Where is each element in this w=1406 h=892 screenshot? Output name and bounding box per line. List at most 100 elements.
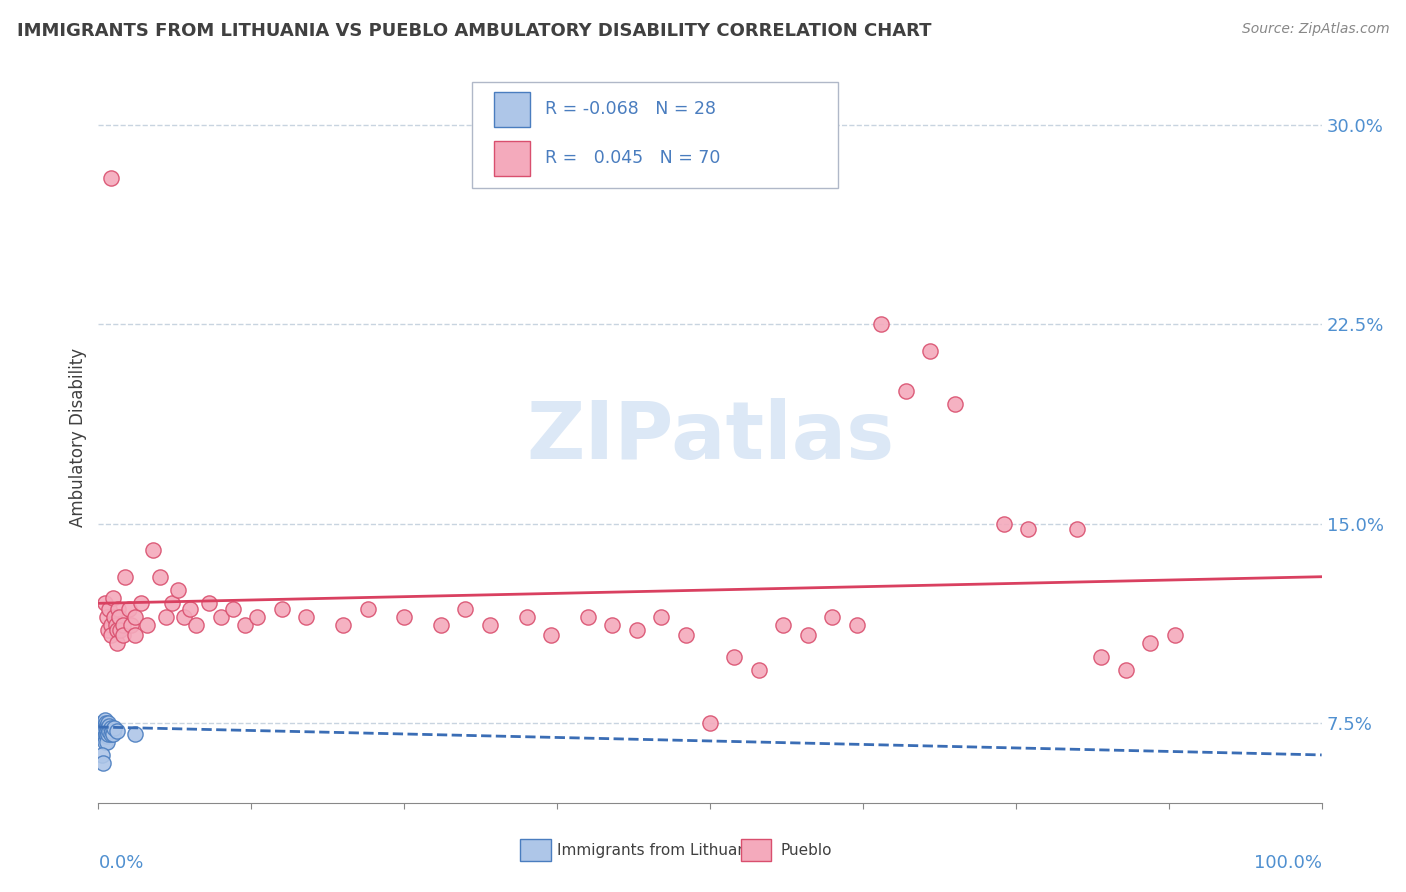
- Point: [100, 617, 122, 632]
- Text: Pueblo: Pueblo: [780, 843, 832, 858]
- Point: [155, 609, 177, 624]
- Point: [142, 543, 165, 558]
- Point: [600, 617, 623, 632]
- Point: [105, 723, 128, 738]
- Point: [91, 756, 114, 770]
- Point: [96, 729, 118, 743]
- Point: [100, 722, 122, 736]
- Point: [96, 734, 118, 748]
- Point: [97, 623, 120, 637]
- Point: [108, 609, 131, 624]
- Point: [129, 596, 152, 610]
- Bar: [494, 141, 530, 176]
- Point: [454, 601, 477, 615]
- Point: [101, 723, 124, 738]
- Point: [91, 716, 114, 731]
- Text: 100.0%: 100.0%: [1254, 854, 1322, 872]
- Bar: [741, 839, 772, 862]
- Point: [1090, 649, 1112, 664]
- Point: [1017, 522, 1039, 536]
- Point: [1164, 628, 1187, 642]
- Point: [149, 570, 172, 584]
- Point: [626, 623, 648, 637]
- Point: [650, 609, 672, 624]
- Point: [821, 609, 844, 624]
- Point: [120, 617, 142, 632]
- Point: [246, 609, 269, 624]
- Text: R =   0.045   N = 70: R = 0.045 N = 70: [546, 149, 720, 167]
- Point: [478, 617, 501, 632]
- Point: [233, 617, 256, 632]
- Point: [124, 726, 146, 740]
- Point: [943, 397, 966, 411]
- Y-axis label: Ambulatory Disability: Ambulatory Disability: [69, 348, 87, 526]
- Point: [270, 601, 294, 615]
- Text: Source: ZipAtlas.com: Source: ZipAtlas.com: [1241, 22, 1389, 37]
- Point: [920, 343, 942, 358]
- Point: [114, 570, 136, 584]
- Point: [94, 726, 117, 740]
- Point: [118, 601, 141, 615]
- Point: [870, 317, 893, 331]
- Point: [675, 628, 697, 642]
- Point: [772, 617, 794, 632]
- Point: [100, 170, 122, 185]
- Point: [515, 609, 537, 624]
- Point: [186, 617, 208, 632]
- Point: [430, 617, 453, 632]
- Point: [894, 384, 917, 398]
- Point: [91, 747, 114, 762]
- Point: [332, 617, 354, 632]
- Text: Immigrants from Lithuania: Immigrants from Lithuania: [557, 843, 761, 858]
- Point: [93, 714, 115, 728]
- Point: [136, 617, 159, 632]
- Bar: [520, 839, 551, 862]
- Point: [97, 722, 120, 736]
- Point: [111, 617, 134, 632]
- Point: [100, 628, 122, 642]
- Point: [167, 582, 190, 597]
- Point: [124, 628, 146, 642]
- Point: [124, 609, 146, 624]
- Point: [111, 628, 134, 642]
- Point: [295, 609, 318, 624]
- Point: [110, 623, 132, 637]
- Point: [1066, 522, 1088, 536]
- Point: [97, 726, 120, 740]
- FancyBboxPatch shape: [471, 82, 838, 188]
- Point: [98, 723, 121, 738]
- Point: [98, 719, 121, 733]
- Point: [96, 719, 118, 733]
- Point: [96, 609, 118, 624]
- Text: R = -0.068   N = 28: R = -0.068 N = 28: [546, 100, 716, 119]
- Point: [392, 609, 416, 624]
- Point: [93, 734, 115, 748]
- Point: [993, 516, 1015, 531]
- Point: [1139, 636, 1161, 650]
- Point: [91, 719, 114, 733]
- Point: [105, 623, 128, 637]
- Point: [540, 628, 562, 642]
- Point: [723, 649, 745, 664]
- Point: [103, 609, 125, 624]
- Point: [91, 722, 114, 736]
- Text: IMMIGRANTS FROM LITHUANIA VS PUEBLO AMBULATORY DISABILITY CORRELATION CHART: IMMIGRANTS FROM LITHUANIA VS PUEBLO AMBU…: [17, 22, 931, 40]
- Point: [105, 636, 128, 650]
- Point: [97, 716, 120, 731]
- Point: [94, 722, 117, 736]
- Point: [197, 596, 219, 610]
- Text: 0.0%: 0.0%: [98, 854, 143, 872]
- Point: [103, 722, 125, 736]
- Point: [93, 596, 115, 610]
- Point: [699, 716, 721, 731]
- Point: [173, 609, 195, 624]
- Text: ZIPatlas: ZIPatlas: [526, 398, 894, 476]
- Point: [797, 628, 820, 642]
- Point: [100, 726, 122, 740]
- Point: [356, 601, 378, 615]
- Point: [98, 601, 121, 615]
- Point: [845, 617, 868, 632]
- Point: [101, 591, 124, 605]
- Point: [222, 601, 245, 615]
- Point: [107, 601, 129, 615]
